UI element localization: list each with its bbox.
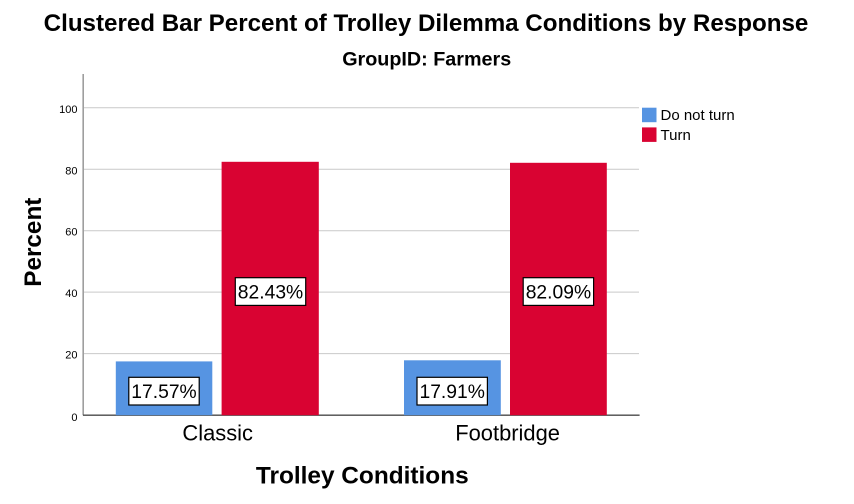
- svg-text:82.09%: 82.09%: [526, 283, 591, 304]
- svg-text:60: 60: [65, 227, 77, 239]
- svg-text:Clustered Bar Percent of Troll: Clustered Bar Percent of Trolley Dilemma…: [44, 10, 809, 37]
- svg-text:Classic: Classic: [182, 421, 253, 446]
- svg-text:40: 40: [65, 288, 77, 300]
- svg-text:Trolley Conditions: Trolley Conditions: [256, 462, 469, 489]
- svg-text:Footbridge: Footbridge: [455, 421, 560, 446]
- svg-text:20: 20: [65, 350, 77, 362]
- svg-text:17.91%: 17.91%: [419, 382, 484, 403]
- svg-text:Percent: Percent: [20, 198, 47, 287]
- svg-text:Do not turn: Do not turn: [661, 107, 735, 124]
- svg-text:100: 100: [59, 104, 77, 116]
- svg-text:Turn: Turn: [661, 127, 691, 144]
- svg-text:GroupID: Farmers: GroupID: Farmers: [342, 49, 511, 71]
- svg-text:80: 80: [65, 165, 77, 177]
- svg-text:82.43%: 82.43%: [238, 283, 303, 304]
- svg-text:17.57%: 17.57%: [131, 382, 196, 403]
- svg-text:0: 0: [71, 412, 77, 424]
